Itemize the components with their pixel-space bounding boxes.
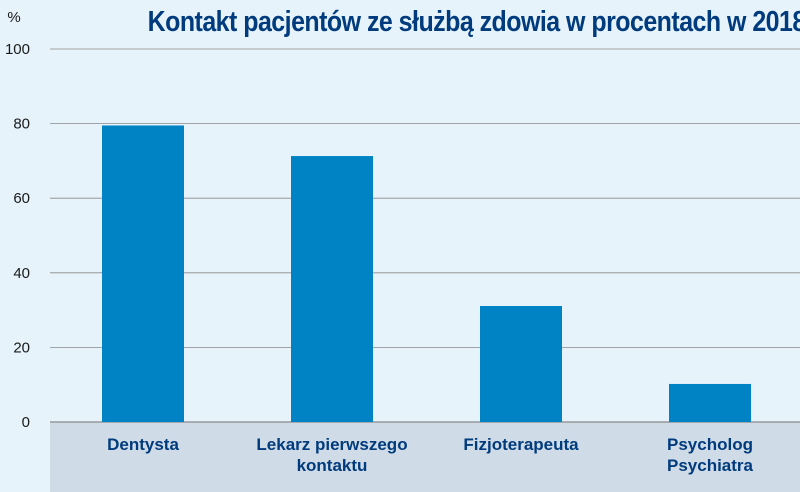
y-tick-label: 80 — [13, 116, 30, 133]
y-tick-label: 0 — [22, 414, 30, 431]
y-tick-label: 40 — [13, 265, 30, 282]
bar — [669, 383, 751, 422]
y-axis-label: % — [7, 9, 20, 26]
chart-title: Kontakt pacjentów ze służbą zdowia w pro… — [147, 6, 800, 38]
x-category-label: Lekarz pierwszego kontaktu — [256, 435, 407, 475]
x-category-label: Dentysta — [107, 435, 179, 454]
bar — [291, 156, 373, 422]
category-band — [50, 422, 800, 492]
y-tick-label: 100 — [5, 41, 30, 58]
y-tick-label: 20 — [13, 339, 30, 356]
x-category-label: Fizjoterapeuta — [463, 435, 579, 454]
bar — [102, 125, 184, 422]
x-category-label: Psycholog Psychiatra — [667, 435, 754, 475]
bar — [480, 305, 562, 422]
y-tick-label: 60 — [13, 190, 30, 207]
